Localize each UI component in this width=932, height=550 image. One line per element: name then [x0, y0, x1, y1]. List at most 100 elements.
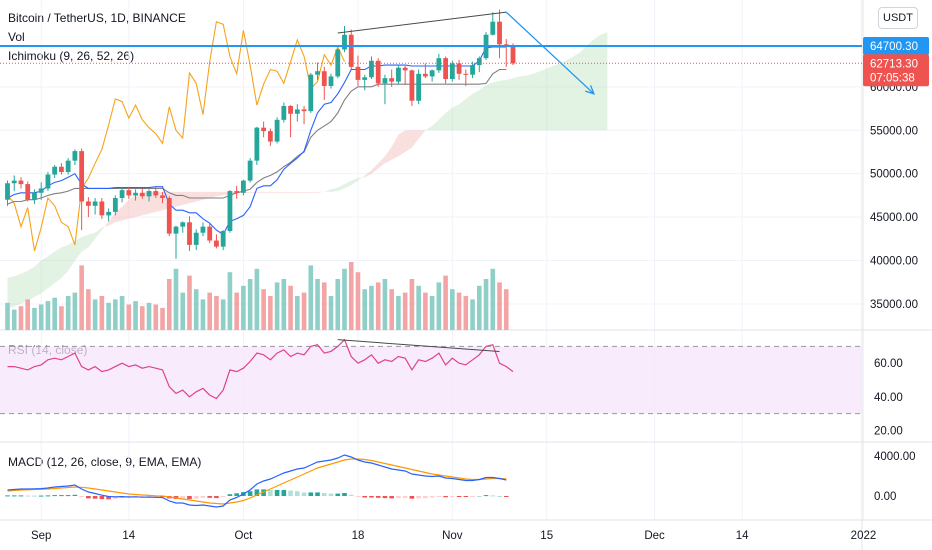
candle — [362, 77, 368, 80]
candle — [294, 109, 300, 114]
candle — [227, 191, 233, 231]
cloud-segment — [566, 56, 574, 131]
cloud-segment — [506, 78, 513, 131]
macd-histogram-bar — [106, 496, 111, 500]
candle — [247, 160, 253, 181]
price-tick-label: 45000.00 — [870, 212, 918, 224]
time-tick-label: 2022 — [851, 530, 877, 542]
candle — [153, 191, 159, 196]
volume-bar — [45, 301, 51, 330]
currency-button[interactable]: USDT — [878, 7, 918, 29]
candle — [402, 67, 408, 71]
volume-bar — [18, 306, 24, 330]
macd-histogram-bar — [362, 496, 368, 498]
volume-bar — [79, 265, 84, 330]
volume-bar — [288, 285, 293, 330]
candle — [52, 166, 58, 175]
cloud-segment — [41, 256, 48, 294]
volume-bar — [396, 296, 401, 330]
macd-histogram-bar — [113, 496, 118, 499]
time-tick-label: 14 — [736, 530, 749, 542]
volume-bar — [416, 285, 421, 330]
macd-line — [7, 454, 507, 508]
volume-bar — [409, 279, 415, 330]
volume-bar — [402, 292, 408, 330]
candle — [173, 226, 179, 234]
macd-histogram-bar — [443, 496, 448, 498]
cloud-segment — [324, 189, 331, 192]
macd-histogram-bar — [32, 495, 37, 497]
macd-pane-title[interactable]: MACD (12, 26, close, 9, EMA, EMA) — [8, 455, 202, 469]
cloud-segment — [74, 237, 82, 261]
macd-signal-line — [7, 458, 507, 505]
horizontal-level-badge — [863, 37, 929, 56]
volume-bar — [443, 275, 448, 330]
cloud-segment — [445, 107, 453, 131]
candle — [301, 109, 307, 112]
volume-bar — [335, 279, 341, 330]
cloud-segment — [418, 130, 426, 139]
macd-histogram-bar — [315, 492, 320, 496]
candle — [348, 34, 354, 67]
volume-bar — [65, 296, 71, 330]
cloud-segment — [149, 191, 156, 214]
macd-histogram-bar — [429, 496, 435, 498]
candle — [220, 231, 226, 247]
cloud-segment — [378, 156, 385, 169]
candle — [510, 46, 516, 64]
volume-bar — [214, 296, 219, 330]
volume-bar — [160, 307, 165, 330]
cloud-segment — [283, 191, 291, 193]
cloud-segment — [580, 45, 588, 131]
volume-bar — [456, 292, 462, 330]
cloud-segment — [513, 76, 520, 131]
projection-arrow — [505, 11, 595, 95]
candle — [409, 70, 415, 101]
cloud-segment — [411, 130, 419, 148]
macd-histogram-bar — [416, 496, 421, 499]
macd-histogram-bar — [207, 496, 212, 498]
macd-histogram-bar — [65, 495, 71, 497]
candle — [126, 190, 132, 196]
volume-indicator-label[interactable]: Vol — [8, 30, 25, 44]
volume-bar — [301, 292, 307, 330]
macd-histogram-bar — [247, 491, 253, 496]
cloud-segment — [432, 119, 439, 131]
rsi-trendline — [337, 339, 500, 352]
cloud-segment — [142, 191, 149, 216]
candle — [180, 222, 186, 227]
macd-histogram-bar — [423, 496, 428, 499]
price-tick-label: 55000.00 — [870, 125, 918, 137]
symbol-title[interactable]: Bitcoin / TetherUS, 1D, BINANCE — [8, 11, 186, 25]
cloud-segment — [492, 80, 500, 131]
macd-histogram-bar — [483, 495, 489, 497]
candle — [429, 70, 435, 77]
time-tick-label: 18 — [352, 530, 365, 542]
macd-histogram-bar — [92, 496, 98, 499]
volume-bar — [308, 265, 314, 330]
volume-bar — [126, 304, 132, 330]
cloud-segment — [331, 187, 338, 192]
candle — [119, 190, 125, 198]
last-price-badge — [863, 54, 929, 87]
candle — [382, 78, 388, 84]
ichimoku-indicator-label[interactable]: Ichimoku (9, 26, 52, 26) — [8, 49, 135, 63]
candle — [11, 180, 17, 184]
cloud-segment — [47, 251, 55, 289]
tenkan-line — [7, 46, 507, 236]
candle — [234, 191, 240, 193]
volume-bar — [497, 282, 502, 330]
candle — [139, 192, 145, 197]
macd-histogram-bar — [396, 496, 401, 499]
macd-histogram-bar — [79, 496, 84, 498]
cloud-segment — [560, 59, 567, 131]
candle — [59, 166, 64, 172]
cloud-segment — [27, 266, 35, 301]
cloud-segment — [277, 191, 284, 193]
cloud-segment — [452, 104, 460, 131]
cloud-segment — [216, 191, 224, 197]
bar-countdown-label: 07:05:38 — [870, 72, 915, 84]
macd-histogram-bar — [45, 495, 51, 497]
candle — [200, 226, 206, 233]
